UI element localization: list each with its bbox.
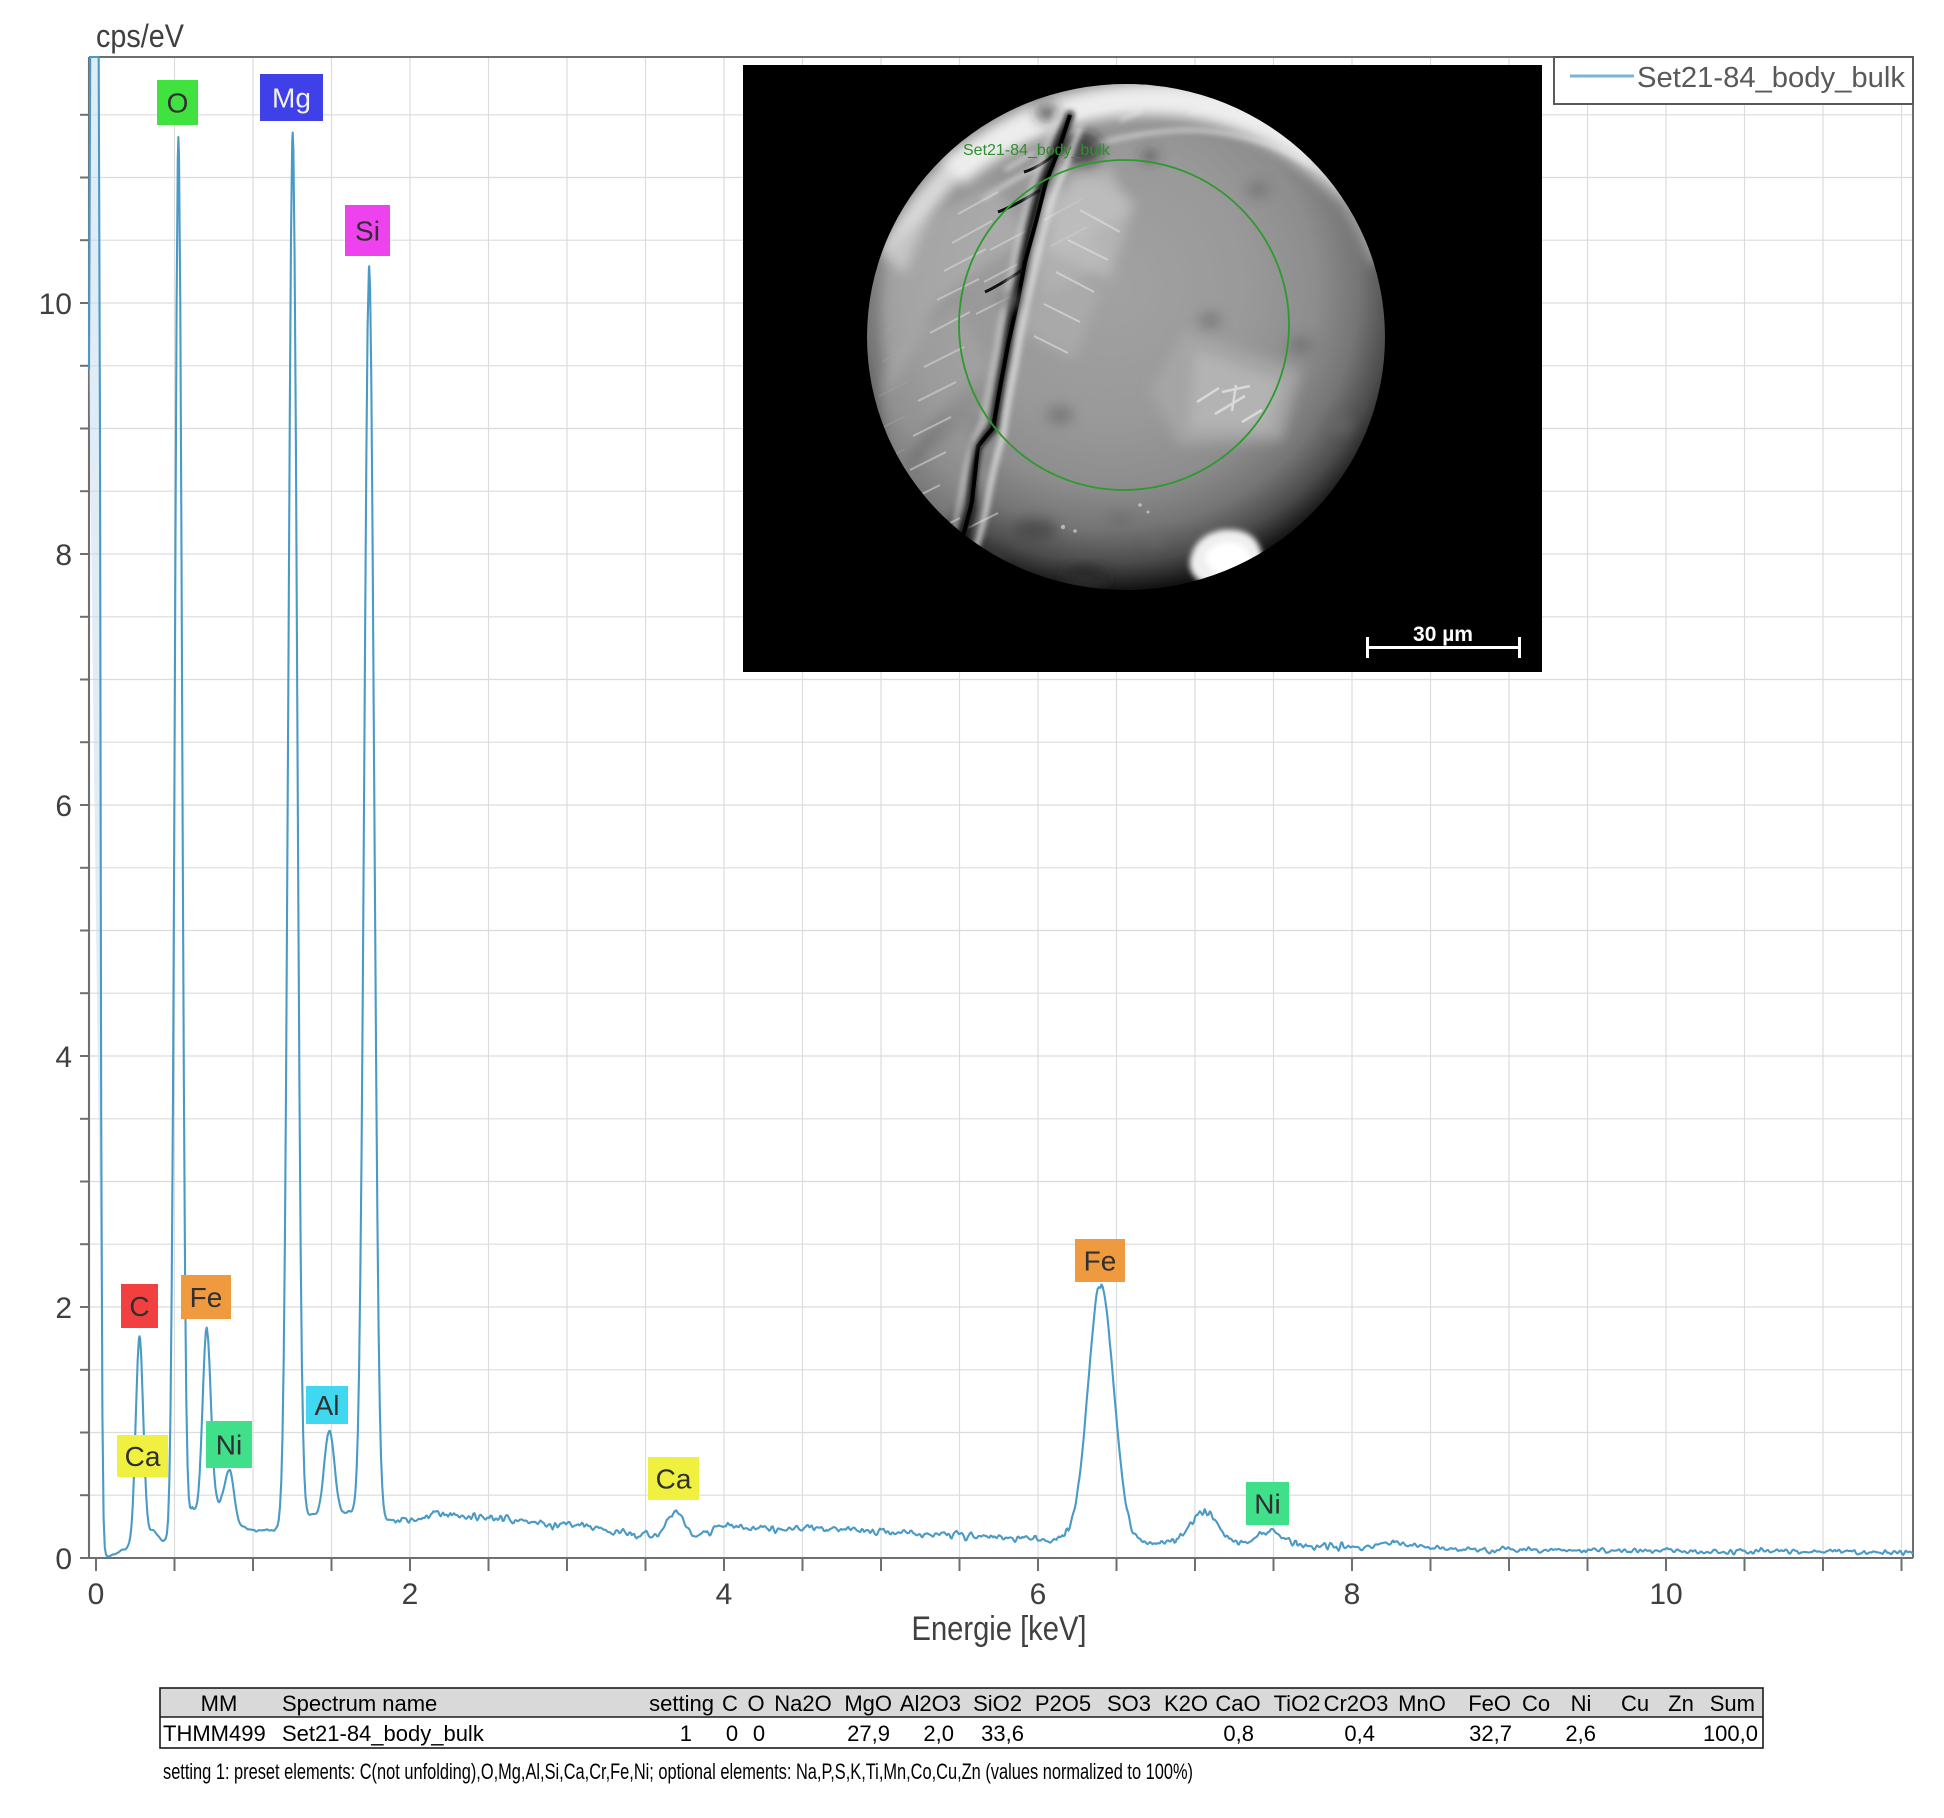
svg-text:Energie [keV]: Energie [keV] xyxy=(912,1610,1087,1648)
svg-text:6: 6 xyxy=(55,790,72,823)
svg-text:Ni: Ni xyxy=(216,1430,242,1461)
svg-text:Fe: Fe xyxy=(1084,1246,1117,1277)
svg-text:0,4: 0,4 xyxy=(1344,1721,1375,1746)
svg-text:C: C xyxy=(129,1291,149,1322)
svg-text:0: 0 xyxy=(753,1721,765,1746)
svg-text:2: 2 xyxy=(402,1578,419,1611)
svg-text:Na2O: Na2O xyxy=(774,1691,831,1716)
svg-text:0,8: 0,8 xyxy=(1223,1721,1254,1746)
svg-text:8: 8 xyxy=(1344,1578,1361,1611)
svg-text:Zn: Zn xyxy=(1668,1691,1694,1716)
svg-text:Sum: Sum xyxy=(1710,1691,1755,1716)
svg-text:O: O xyxy=(747,1691,764,1716)
svg-text:Mg: Mg xyxy=(272,83,311,114)
svg-text:SO3: SO3 xyxy=(1107,1691,1151,1716)
svg-text:30 µm: 30 µm xyxy=(1413,623,1473,646)
svg-text:cps/eV: cps/eV xyxy=(96,18,185,54)
svg-text:Set21-84_body_bulk: Set21-84_body_bulk xyxy=(282,1721,485,1746)
svg-text:Ca: Ca xyxy=(656,1464,692,1495)
svg-text:Al: Al xyxy=(315,1390,340,1421)
svg-text:FeO: FeO xyxy=(1468,1691,1511,1716)
svg-text:100,0: 100,0 xyxy=(1703,1721,1758,1746)
svg-text:TiO2: TiO2 xyxy=(1274,1691,1321,1716)
svg-text:CaO: CaO xyxy=(1215,1691,1260,1716)
svg-text:10: 10 xyxy=(39,288,72,321)
svg-text:2,0: 2,0 xyxy=(923,1721,954,1746)
svg-text:4: 4 xyxy=(55,1041,72,1074)
svg-text:MnO: MnO xyxy=(1398,1691,1446,1716)
svg-text:THMM499: THMM499 xyxy=(163,1721,266,1746)
svg-text:Fe: Fe xyxy=(190,1282,223,1313)
svg-text:0: 0 xyxy=(55,1543,72,1576)
svg-text:MgO: MgO xyxy=(844,1691,892,1716)
svg-text:SiO2: SiO2 xyxy=(973,1691,1022,1716)
svg-text:10: 10 xyxy=(1649,1578,1682,1611)
svg-text:C: C xyxy=(722,1691,738,1716)
svg-text:33,6: 33,6 xyxy=(981,1721,1024,1746)
svg-text:Set21-84_body_bulk: Set21-84_body_bulk xyxy=(963,142,1111,159)
svg-text:4: 4 xyxy=(716,1578,733,1611)
svg-text:6: 6 xyxy=(1030,1578,1047,1611)
svg-text:setting: setting xyxy=(649,1691,714,1716)
svg-text:Al2O3: Al2O3 xyxy=(900,1691,961,1716)
svg-text:2: 2 xyxy=(55,1292,72,1325)
svg-text:Co: Co xyxy=(1522,1691,1550,1716)
svg-text:P2O5: P2O5 xyxy=(1035,1691,1091,1716)
svg-text:Ni: Ni xyxy=(1571,1691,1592,1716)
svg-text:Spectrum name: Spectrum name xyxy=(282,1691,437,1716)
svg-text:MM: MM xyxy=(201,1691,238,1716)
svg-text:1: 1 xyxy=(680,1721,692,1746)
svg-text:8: 8 xyxy=(55,539,72,572)
svg-text:setting 1: preset elements: C(: setting 1: preset elements: C(not unfold… xyxy=(163,1759,1193,1784)
svg-text:K2O: K2O xyxy=(1164,1691,1208,1716)
svg-text:Si: Si xyxy=(355,216,380,247)
svg-text:Set21-84_body_bulk: Set21-84_body_bulk xyxy=(1637,62,1905,94)
svg-text:Cu: Cu xyxy=(1621,1691,1649,1716)
svg-text:27,9: 27,9 xyxy=(847,1721,890,1746)
svg-text:2,6: 2,6 xyxy=(1565,1721,1596,1746)
svg-text:Cr2O3: Cr2O3 xyxy=(1324,1691,1389,1716)
svg-text:0: 0 xyxy=(726,1721,738,1746)
svg-text:32,7: 32,7 xyxy=(1469,1721,1512,1746)
svg-text:O: O xyxy=(167,88,189,119)
svg-text:Ni: Ni xyxy=(1254,1489,1280,1520)
svg-text:0: 0 xyxy=(88,1578,105,1611)
svg-text:Ca: Ca xyxy=(125,1441,161,1472)
